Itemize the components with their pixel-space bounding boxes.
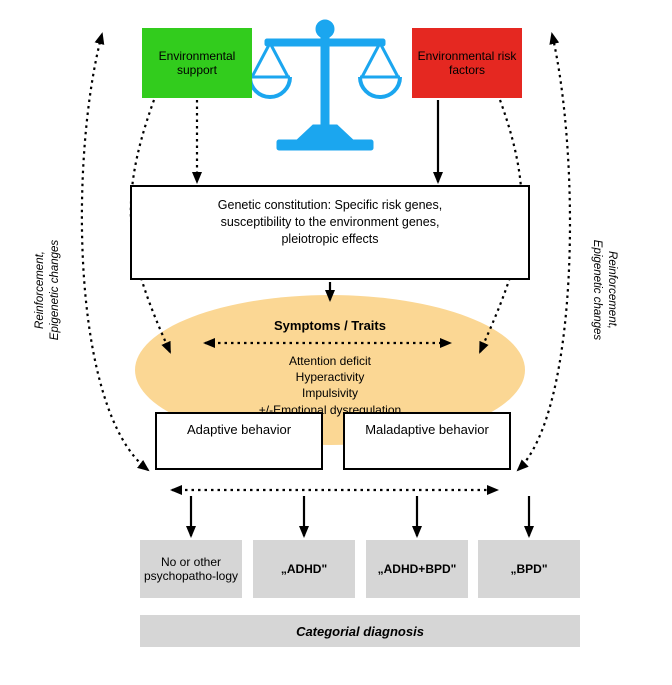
- diagnosis-box-3: „BPD": [478, 540, 580, 598]
- symptoms-block: Symptoms / Traits Attention deficitHyper…: [190, 318, 470, 418]
- maladaptive-label: Maladaptive behavior: [365, 422, 489, 437]
- categorial-bar: Categorial diagnosis: [140, 615, 580, 647]
- adaptive-label: Adaptive behavior: [187, 422, 291, 437]
- adaptive-behavior-box: Adaptive behavior: [155, 412, 323, 470]
- diagnosis-box-0: No or other psychopatho-logy: [140, 540, 242, 598]
- symptom-line: Hyperactivity: [190, 369, 470, 385]
- genetic-box: Genetic constitution: Specific risk gene…: [130, 185, 530, 280]
- symptom-line: Attention deficit: [190, 353, 470, 369]
- side-label-right: Reinforcement,Epigenetic changes: [589, 240, 619, 340]
- diagnosis-box-1: „ADHD": [253, 540, 355, 598]
- diagnosis-box-2: „ADHD+BPD": [366, 540, 468, 598]
- scales-icon: [250, 20, 400, 150]
- symptoms-title: Symptoms / Traits: [190, 318, 470, 333]
- env-support-label: Environmental support: [146, 49, 248, 78]
- env-risk-label: Environmental risk factors: [416, 49, 518, 78]
- symptom-line: Impulsivity: [190, 385, 470, 401]
- side-label-left: Reinforcement,Epigenetic changes: [33, 240, 63, 340]
- env-risk-box: Environmental risk factors: [412, 28, 522, 98]
- categorial-label: Categorial diagnosis: [296, 624, 424, 639]
- genetic-text: Genetic constitution: Specific risk gene…: [197, 197, 463, 248]
- maladaptive-behavior-box: Maladaptive behavior: [343, 412, 511, 470]
- env-support-box: Environmental support: [142, 28, 252, 98]
- symptoms-lines: Attention deficitHyperactivityImpulsivit…: [190, 353, 470, 418]
